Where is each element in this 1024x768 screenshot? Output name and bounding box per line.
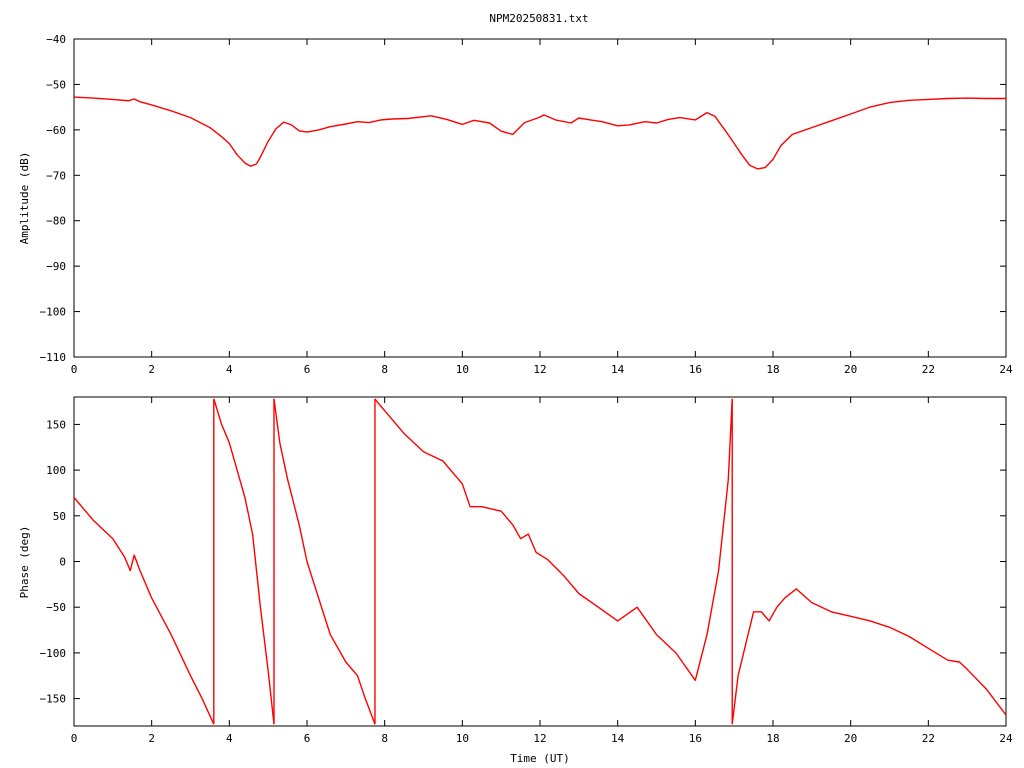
phase-xtick-label: 16 [689,732,702,745]
amplitude-xtick-label: 22 [922,363,935,376]
phase-xtick-label: 10 [456,732,469,745]
amplitude-ylabel: Amplitude (dB) [18,152,31,245]
amplitude-ytick-label: −70 [46,169,66,182]
phase-series-line [73,497,215,725]
phase-panel: Phase (deg) Time (UT) 0 2 4 6 8 10 12 14 16 18 20 2… [18,396,1013,765]
amplitude-xtick-label: 2 [148,363,155,376]
plot-title: NPM20250831.txt [489,12,588,25]
amplitude-ytick-label: −60 [46,124,66,137]
phase-ytick-label: −50 [46,601,66,614]
phase-xtick-label: 22 [922,732,935,745]
amplitude-ytick-label: −110 [40,351,67,364]
phase-xtick-label: 14 [611,732,625,745]
amplitude-xtick-label: 20 [844,363,857,376]
phase-ylabel: Phase (deg) [18,526,31,599]
phase-xtick-label: 6 [304,732,311,745]
amplitude-xtick-label: 10 [456,363,469,376]
phase-ytick-label: 150 [46,418,66,431]
phase-ytick-label: −100 [40,647,67,660]
phase-xtick-label: 20 [844,732,857,745]
phase-series-line [374,398,733,681]
phase-ytick-label: 50 [53,510,66,523]
amplitude-xtick-label: 8 [381,363,388,376]
phase-xtick-label: 4 [226,732,233,745]
amplitude-xtick-label: 14 [611,363,625,376]
amplitude-xtick-label: 6 [304,363,311,376]
phase-xtick-label: 12 [533,732,546,745]
amplitude-ytick-label: −90 [46,260,66,273]
phase-series-line [731,588,1007,725]
amplitude-ytick-label: −100 [40,306,67,319]
phase-ytick-label: 100 [46,464,66,477]
amplitude-series-line [73,96,1006,170]
phase-xtick-label: 18 [766,732,779,745]
phase-ytick-label: −150 [40,693,67,706]
phase-xtick-label: 8 [381,732,388,745]
amplitude-ytick-label: −80 [46,215,66,228]
amplitude-xtick-label: 0 [71,363,78,376]
amplitude-ytick-label: −40 [46,33,66,46]
amplitude-panel: Amplitude (dB) 0 2 4 6 8 10 12 14 16 18 20 22 24−110… [18,33,1013,376]
amplitude-xtick-label: 18 [766,363,779,376]
phase-series-line [213,398,275,725]
phase-series-line [273,398,376,725]
phase-xlabel: Time (UT) [510,752,570,765]
phase-ytick-label: 0 [59,556,66,569]
amplitude-xtick-label: 16 [689,363,702,376]
amplitude-xtick-label: 4 [226,363,233,376]
amplitude-xtick-label: 24 [999,363,1013,376]
phase-xtick-label: 24 [999,732,1013,745]
amplitude-xtick-label: 12 [533,363,546,376]
phase-xtick-label: 2 [148,732,155,745]
amplitude-ytick-label: −50 [46,78,66,91]
phase-xtick-label: 0 [71,732,78,745]
